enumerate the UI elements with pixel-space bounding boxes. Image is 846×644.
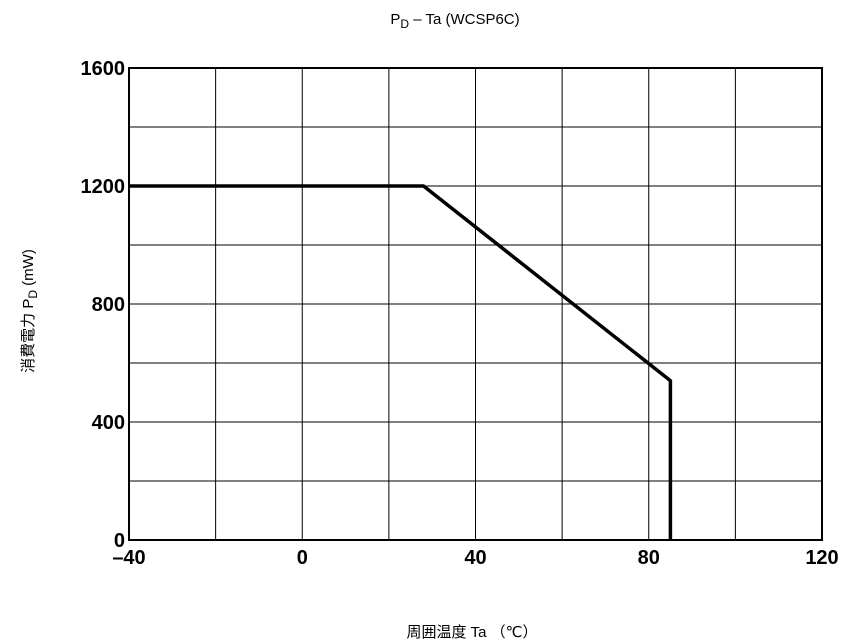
- x-tick-label: 120: [805, 547, 838, 569]
- y-axis-label-unit: (mW): [20, 249, 37, 290]
- series-line: [129, 184, 673, 540]
- chart-title-rest: – Ta (WCSP6C): [409, 11, 520, 28]
- x-tick-label: 40: [464, 547, 486, 569]
- chart-title-main: P: [390, 11, 400, 28]
- plot-frame: [128, 67, 823, 541]
- x-tick-label: –40: [112, 547, 145, 569]
- y-tick-label: 800: [92, 294, 125, 316]
- x-tick-label: 0: [297, 547, 308, 569]
- chart-title: PD – Ta (WCSP6C): [390, 11, 519, 31]
- x-axis-label: 周囲温度 Ta （℃）: [406, 624, 537, 641]
- grid: [129, 68, 822, 540]
- y-tick-label: 1200: [81, 176, 126, 198]
- y-axis-label-main: 消費電力 P: [20, 299, 37, 373]
- y-axis-label: 消費電力 PD (mW): [20, 249, 40, 373]
- x-tick-label: 80: [638, 547, 660, 569]
- y-tick-label: 0: [114, 530, 125, 552]
- y-axis-label-subscript: D: [26, 290, 40, 299]
- chart-title-subscript: D: [400, 17, 409, 31]
- series-layer: [129, 184, 673, 540]
- y-tick-label: 400: [92, 412, 125, 434]
- y-tick-label: 1600: [81, 58, 126, 80]
